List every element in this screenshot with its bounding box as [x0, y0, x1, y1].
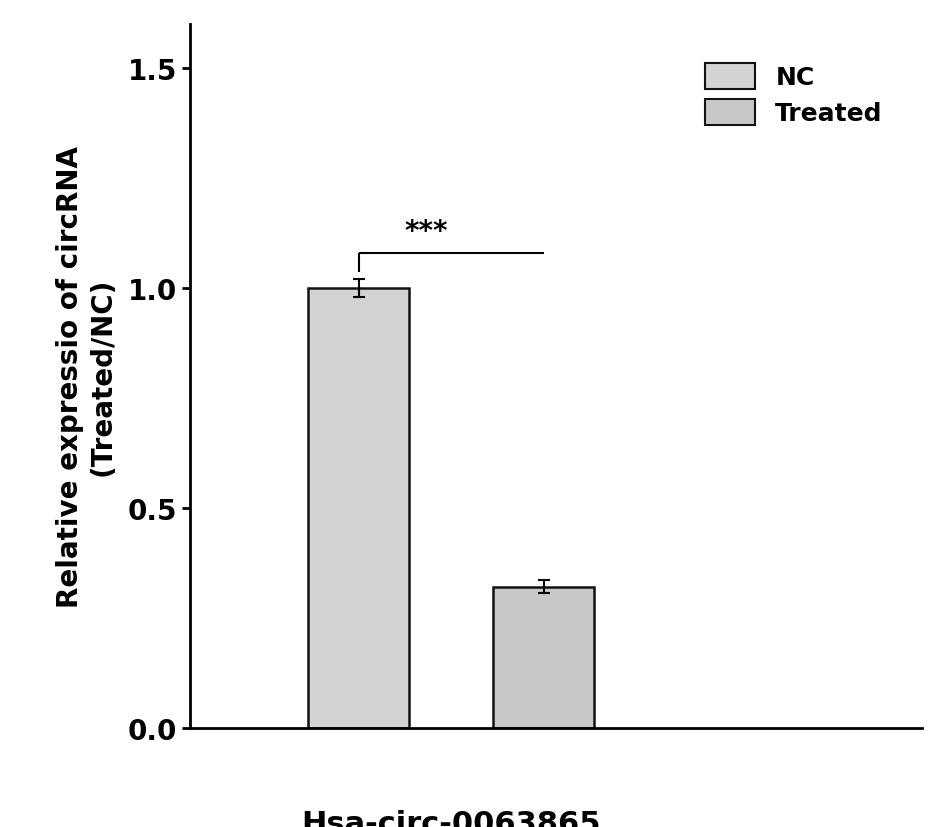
Text: ***: *** — [405, 218, 448, 246]
Legend: NC, Treated: NC, Treated — [693, 51, 895, 139]
Bar — [308, 289, 409, 728]
Y-axis label: Relative expressio of circRNA
(Treated/NC): Relative expressio of circRNA (Treated/N… — [56, 146, 116, 607]
Text: Hsa-circ-0063865: Hsa-circ-0063865 — [301, 809, 601, 827]
Bar — [494, 587, 594, 728]
